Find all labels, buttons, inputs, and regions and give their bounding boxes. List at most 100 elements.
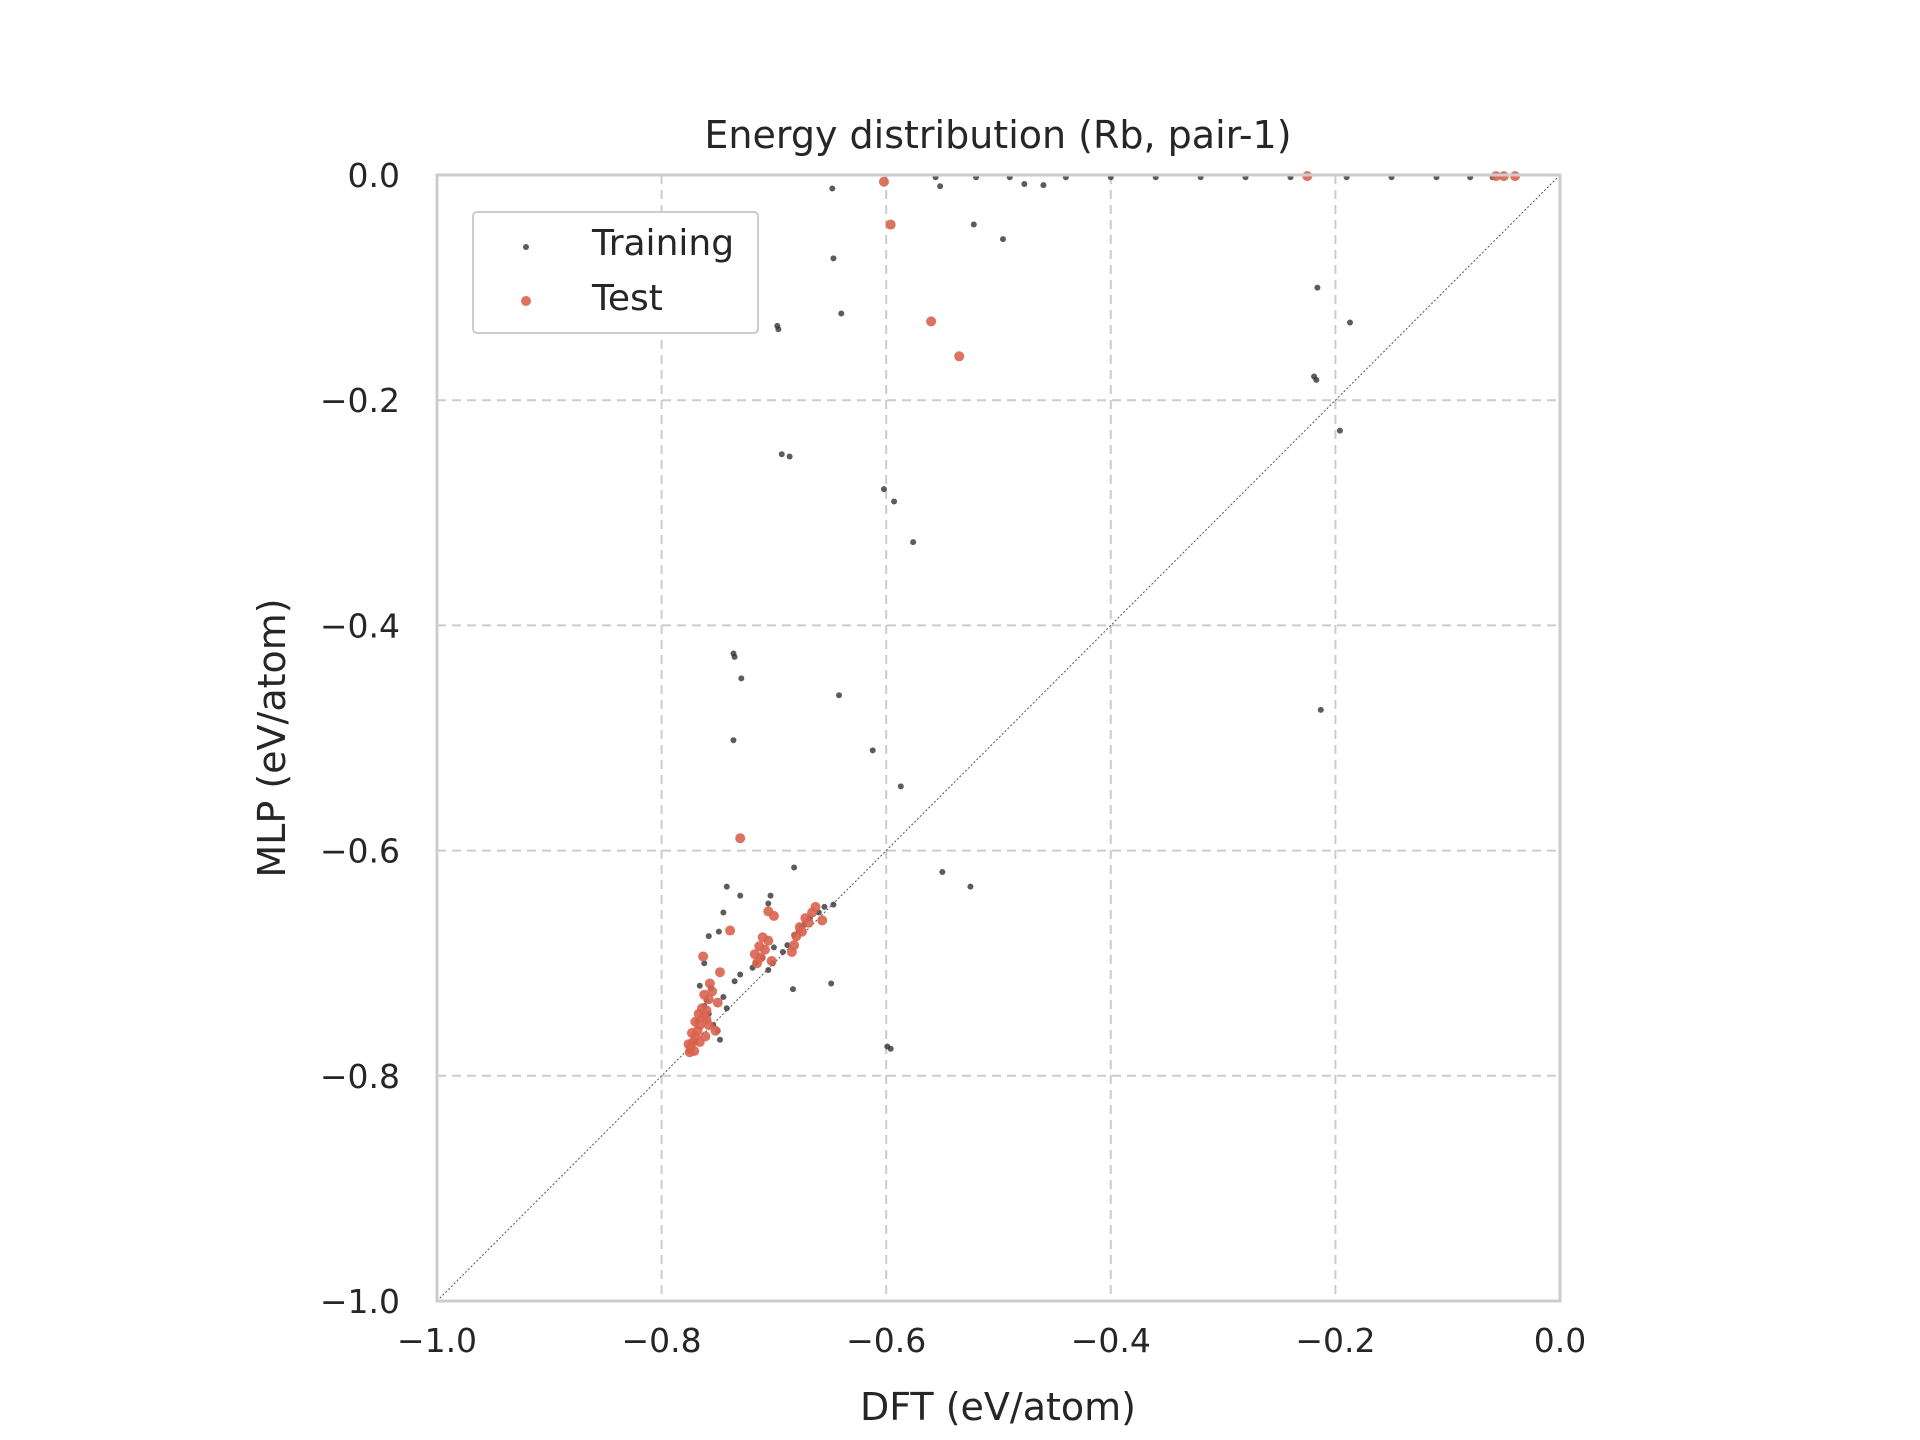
y-tick-labels: −1.0 −0.8 −0.6 −0.4 −0.2 0.0 — [320, 156, 400, 1321]
reference-diagonal-line — [436, 174, 1561, 1302]
test-point — [786, 946, 797, 957]
training-point — [970, 221, 977, 228]
training-point — [880, 486, 887, 493]
x-tick-label: −1.0 — [397, 1321, 477, 1360]
training-point — [720, 909, 727, 916]
training-point — [836, 692, 843, 699]
training-point — [737, 892, 744, 899]
training-point — [821, 903, 828, 910]
legend-marker-test — [521, 296, 531, 306]
data-points — [683, 171, 1521, 1058]
x-tick-labels: −1.0 −0.8 −0.6 −0.4 −0.2 0.0 — [397, 1321, 1586, 1360]
y-tick-label: −0.4 — [320, 606, 400, 645]
training-point — [779, 948, 786, 955]
y-tick-label: −0.2 — [320, 381, 400, 420]
training-point — [829, 185, 836, 192]
training-point — [828, 980, 835, 987]
test-point — [757, 932, 768, 943]
y-tick-label: −0.8 — [320, 1057, 400, 1096]
test-point — [885, 219, 896, 230]
legend-label-test: Test — [591, 278, 663, 319]
test-point — [754, 941, 765, 952]
test-point — [926, 316, 937, 327]
legend: Training Test — [472, 211, 759, 334]
training-point — [891, 498, 898, 505]
training-point — [767, 892, 774, 899]
training-point — [910, 539, 917, 546]
training-point — [716, 1036, 723, 1043]
training-point — [1346, 319, 1353, 326]
test-point — [683, 1039, 694, 1050]
training-point — [830, 901, 837, 908]
training-point — [1021, 181, 1028, 188]
training-point — [791, 864, 798, 871]
x-tick-label: −0.6 — [846, 1321, 926, 1360]
test-point — [694, 1037, 705, 1048]
test-point — [749, 949, 760, 960]
training-point — [887, 1045, 894, 1052]
test-point — [768, 910, 779, 921]
training-point — [770, 944, 777, 951]
training-point — [999, 236, 1006, 243]
test-point — [766, 955, 777, 966]
test-point — [690, 1016, 701, 1027]
training-point — [937, 183, 944, 190]
training-point — [701, 960, 708, 967]
test-point — [689, 1046, 700, 1057]
x-tick-label: 0.0 — [1534, 1321, 1586, 1360]
training-point — [786, 453, 793, 460]
test-point — [878, 176, 889, 187]
x-tick-label: −0.2 — [1295, 1321, 1375, 1360]
test-point — [807, 907, 818, 918]
test-point — [707, 986, 718, 997]
test-point — [954, 351, 965, 362]
training-point — [730, 650, 737, 657]
plot-frame — [435, 173, 1562, 1303]
training-point — [838, 310, 845, 317]
training-point — [1314, 284, 1321, 291]
test-point — [701, 1014, 712, 1025]
training-point — [1317, 706, 1324, 713]
test-point — [686, 1028, 697, 1039]
chart-title: Energy distribution (Rb, pair-1) — [704, 113, 1291, 157]
test-point — [710, 1025, 721, 1036]
grid-lines — [437, 175, 1560, 1301]
training-point — [705, 933, 712, 940]
training-point — [723, 1005, 730, 1012]
test-point — [714, 967, 725, 978]
test-point — [817, 915, 828, 926]
training-point — [737, 971, 744, 978]
training-point — [869, 747, 876, 754]
training-point — [939, 868, 946, 875]
test-point — [735, 833, 746, 844]
test-point — [796, 926, 807, 937]
training-point — [723, 883, 730, 890]
test-point — [699, 989, 710, 1000]
test-point — [803, 917, 814, 928]
test-point — [693, 1008, 704, 1019]
test-point — [725, 925, 736, 936]
training-point — [720, 993, 727, 1000]
training-point — [1040, 182, 1047, 189]
training-point — [1336, 427, 1343, 434]
training-point — [830, 255, 837, 262]
training-point — [774, 322, 781, 329]
legend-marker-training — [523, 244, 529, 250]
training-point — [738, 675, 745, 682]
training-point — [765, 966, 772, 973]
y-tick-label: 0.0 — [348, 156, 400, 195]
training-point — [778, 451, 785, 458]
legend-frame — [472, 211, 759, 334]
training-point — [967, 883, 974, 890]
training-point — [897, 783, 904, 790]
test-point — [712, 997, 723, 1008]
training-point — [765, 900, 772, 907]
training-point — [715, 928, 722, 935]
legend-label-training: Training — [591, 223, 734, 264]
test-point — [704, 978, 715, 989]
x-axis-title: DFT (eV/atom) — [860, 1385, 1136, 1429]
y-axis-title: MLP (eV/atom) — [250, 598, 294, 877]
training-point — [789, 986, 796, 993]
y-tick-label: −1.0 — [320, 1282, 400, 1321]
